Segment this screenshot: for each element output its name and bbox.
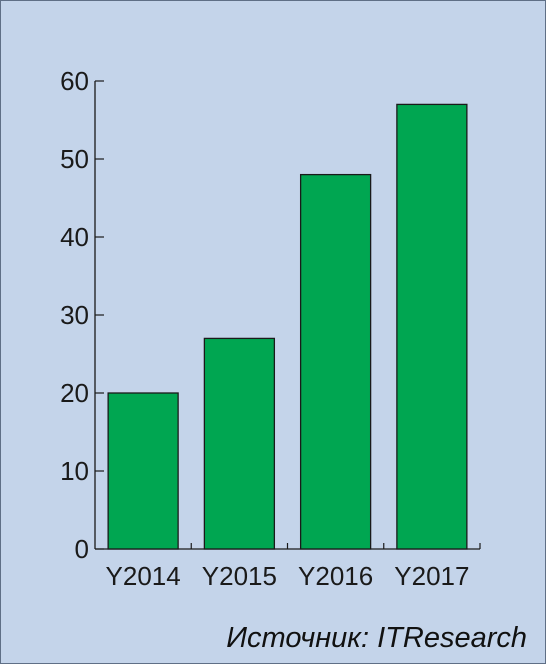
x-tick-label: Y2016	[298, 561, 373, 591]
bar-y2015	[203, 337, 276, 550]
bar-y2016	[299, 173, 372, 550]
source-note: Источник: ITResearch	[226, 622, 527, 654]
y-tick-label: 10	[60, 456, 89, 486]
y-tick-label: 0	[75, 534, 89, 564]
bar-y2017	[396, 103, 468, 550]
bar-y2014	[107, 392, 179, 550]
y-tick-label: 60	[60, 66, 89, 96]
y-tick-label: 20	[60, 378, 89, 408]
y-tick-label: 40	[60, 222, 89, 252]
y-tick-label: 30	[60, 300, 89, 330]
y-tick-label: 50	[60, 144, 89, 174]
x-tick-label: Y2015	[202, 561, 277, 591]
x-tick-label: Y2017	[394, 561, 469, 591]
x-tick-label: Y2014	[106, 561, 181, 591]
